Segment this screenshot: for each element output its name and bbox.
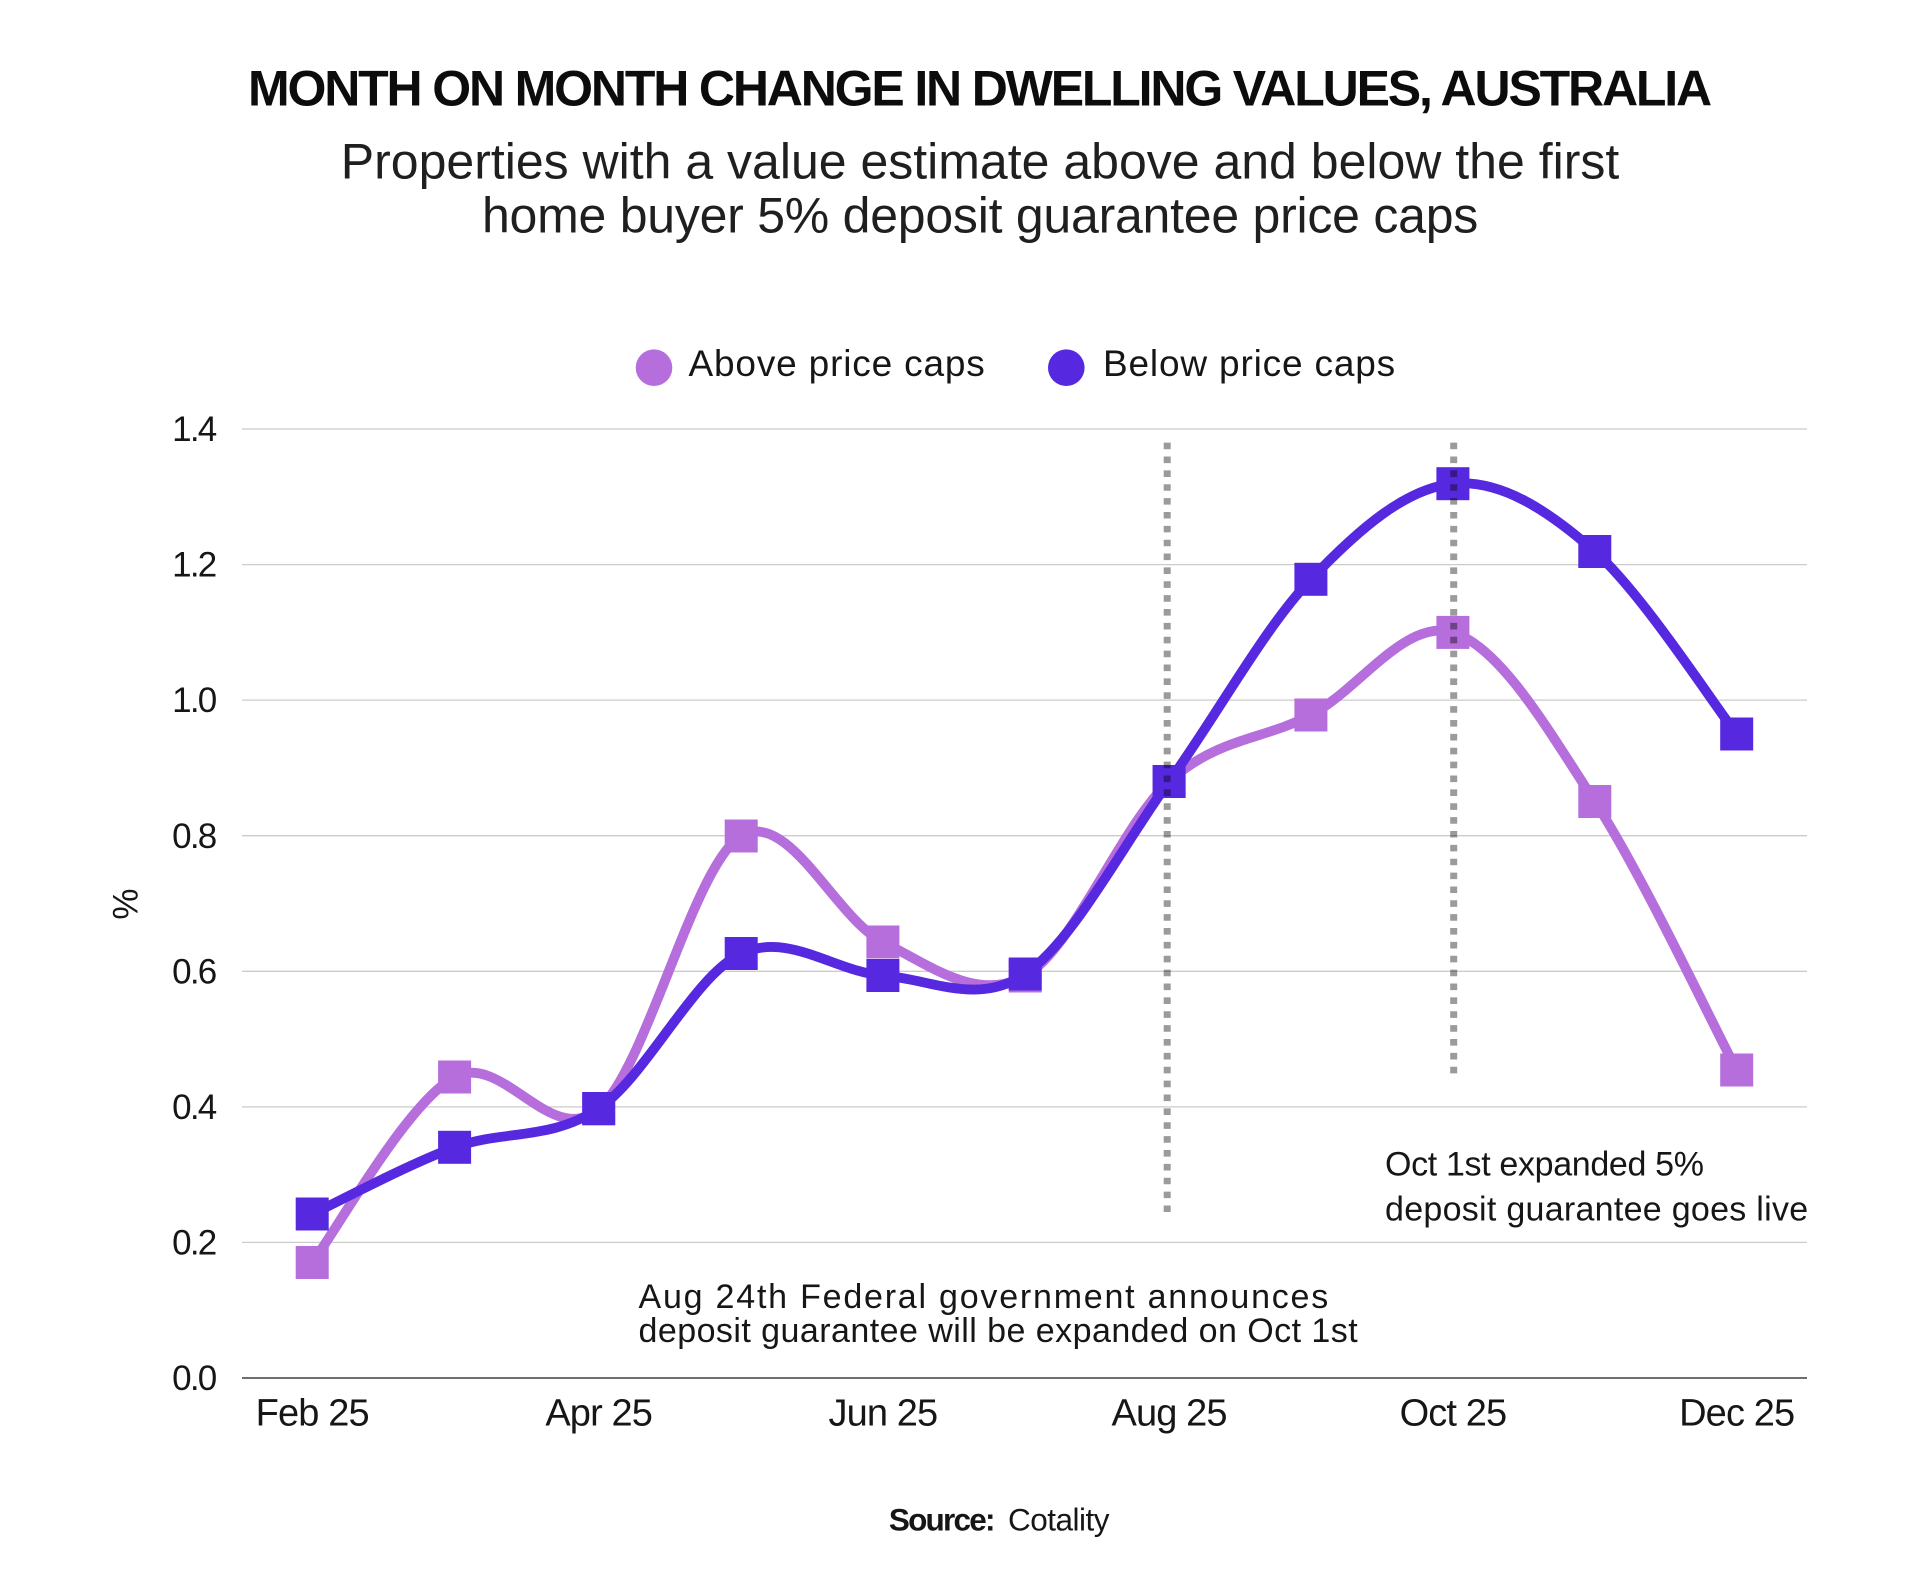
svg-text:Source:: Source:	[889, 1502, 994, 1538]
svg-text:home buyer 5% deposit guarante: home buyer 5% deposit guarantee price ca…	[482, 187, 1478, 243]
svg-text:deposit guarantee will be expa: deposit guarantee will be expanded on Oc…	[639, 1312, 1359, 1350]
svg-text:Oct 25: Oct 25	[1400, 1392, 1507, 1434]
svg-text:0.8: 0.8	[172, 817, 216, 856]
svg-text:Below price caps: Below price caps	[1103, 343, 1396, 384]
svg-text:Jun 25: Jun 25	[828, 1392, 937, 1434]
svg-text:Aug 25: Aug 25	[1112, 1392, 1227, 1434]
svg-text:0.0: 0.0	[172, 1359, 217, 1398]
svg-text:1.2: 1.2	[172, 546, 216, 585]
svg-text:Properties with a value estima: Properties with a value estimate above a…	[341, 133, 1620, 189]
svg-text:Above price caps: Above price caps	[689, 343, 986, 384]
svg-text:0.6: 0.6	[172, 952, 216, 991]
svg-text:deposit guarantee goes live: deposit guarantee goes live	[1385, 1190, 1808, 1228]
svg-text:0.4: 0.4	[172, 1088, 217, 1127]
svg-text:Aug 24th Federal government an: Aug 24th Federal government announces	[639, 1278, 1331, 1316]
svg-text:Apr 25: Apr 25	[545, 1392, 652, 1434]
svg-text:Cotality: Cotality	[1008, 1502, 1110, 1538]
svg-text:1.0: 1.0	[172, 681, 217, 720]
svg-text:1.4: 1.4	[172, 410, 217, 449]
svg-text:MONTH ON MONTH CHANGE IN DWELL: MONTH ON MONTH CHANGE IN DWELLING VALUES…	[248, 60, 1711, 116]
svg-text:Dec 25: Dec 25	[1679, 1392, 1794, 1434]
svg-text:Feb 25: Feb 25	[256, 1392, 369, 1434]
svg-text:%: %	[107, 888, 146, 919]
svg-text:Oct 1st expanded 5%: Oct 1st expanded 5%	[1385, 1145, 1704, 1183]
svg-text:0.2: 0.2	[172, 1224, 216, 1263]
